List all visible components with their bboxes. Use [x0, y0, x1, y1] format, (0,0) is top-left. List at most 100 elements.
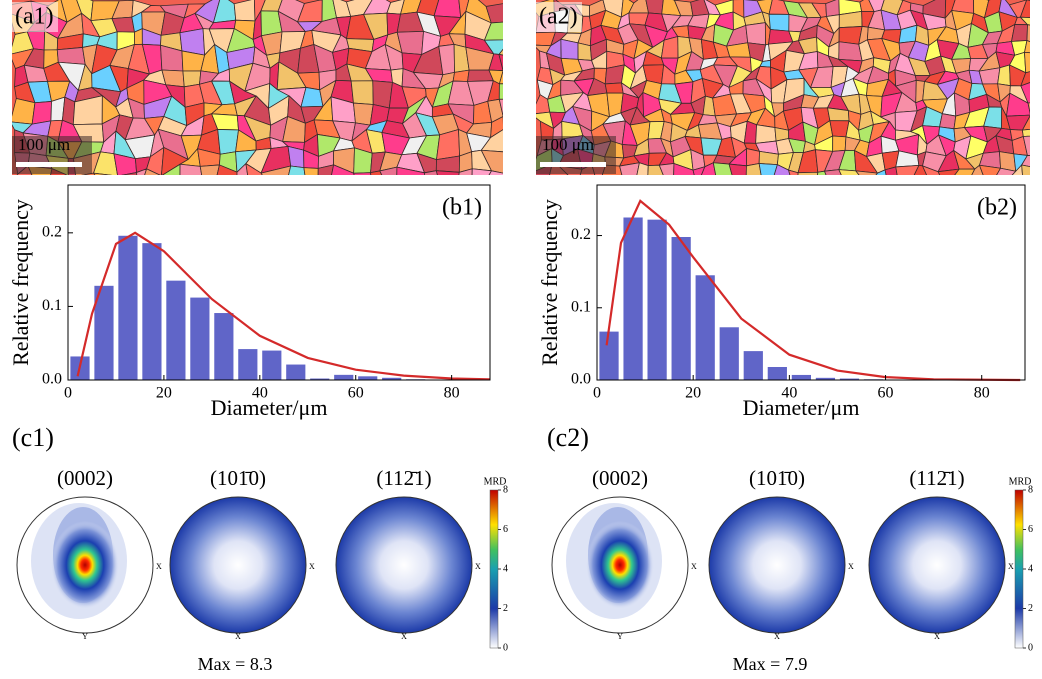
- grain: [1038, 79, 1042, 99]
- grain: [330, 181, 358, 202]
- grain: [503, 116, 521, 131]
- grain: [746, 23, 766, 45]
- pole-axis: X: [401, 632, 407, 641]
- bar: [599, 332, 618, 380]
- chart-title: (b2): [977, 195, 1017, 221]
- pole-axis: X: [156, 562, 162, 571]
- grain: [354, 173, 372, 188]
- grain: [1024, 40, 1042, 53]
- grain: [992, 179, 1014, 195]
- bar: [142, 243, 161, 380]
- grain: [839, 11, 862, 27]
- grain: [436, 171, 459, 192]
- grain: [561, 39, 578, 59]
- pole-axis: X: [934, 632, 940, 641]
- x-tick-label: 60: [878, 385, 894, 402]
- pole-figure: [336, 497, 472, 633]
- grain: [856, 171, 878, 186]
- grain: [758, 179, 778, 196]
- grain: [569, 177, 578, 201]
- colorbar: [490, 490, 498, 648]
- grain: [998, 65, 1011, 86]
- colorbar-tick-label: 8: [503, 484, 508, 495]
- bar: [672, 237, 691, 380]
- grain: [1022, 165, 1041, 187]
- scale-text: 100 μm: [18, 135, 70, 154]
- bar: [118, 236, 137, 380]
- y-axis-label: Relative frequency: [537, 199, 562, 366]
- grain: [67, 176, 81, 190]
- pole-contour: [51, 521, 119, 609]
- grain: [288, 146, 304, 167]
- pole-axis: X: [774, 632, 780, 641]
- grain: [499, 172, 524, 193]
- grain: [769, 14, 789, 31]
- pole-figure: [709, 497, 845, 633]
- pole-axis: X: [235, 632, 241, 641]
- grain: [672, 180, 695, 197]
- grain: [499, 84, 524, 100]
- grain: [453, 70, 469, 81]
- y-tick-label: 0.2: [571, 226, 591, 243]
- colorbar-tick-label: 4: [503, 563, 508, 574]
- grain: [899, 180, 918, 196]
- colorbar-tick-label: 8: [1028, 484, 1033, 495]
- grain: [688, 179, 708, 196]
- grain: [268, 186, 286, 202]
- grain: [499, 54, 527, 70]
- x-tick-label: 20: [156, 385, 172, 402]
- grain: [380, 192, 397, 202]
- grain: [825, 177, 848, 201]
- grain: [979, 68, 1000, 84]
- y-tick-label: 0.0: [571, 371, 591, 388]
- x-axis-label: Diameter/μm: [211, 395, 328, 420]
- chart-title: (b1): [442, 195, 482, 221]
- colorbar-tick-label: 6: [1028, 524, 1033, 535]
- bar: [358, 376, 377, 380]
- x-axis-label: Diameter/μm: [743, 395, 860, 420]
- grain: [197, 190, 222, 207]
- grain: [499, 186, 516, 206]
- grain: [635, 181, 647, 199]
- grain: [700, 179, 722, 192]
- x-tick-label: 20: [685, 385, 701, 402]
- grain: [113, 181, 137, 206]
- grain: [951, 179, 970, 198]
- colorbar-tick-label: 0: [503, 642, 508, 653]
- grain: [142, 183, 169, 210]
- colorbar-tick-label: 2: [503, 603, 508, 614]
- grain: [833, 136, 846, 151]
- grain: [200, 165, 219, 191]
- grain: [504, 149, 524, 174]
- y-axis-label: Relative frequency: [8, 199, 33, 366]
- grain: [1024, 52, 1042, 72]
- grain-map: [5, 0, 527, 211]
- grain: [482, 186, 506, 206]
- pole-panel-label: (c2): [547, 423, 589, 452]
- map-label: (a1): [15, 4, 54, 30]
- grain: [1023, 184, 1042, 194]
- grain: [434, 0, 461, 18]
- grain: [573, 180, 597, 200]
- grain: [1011, 25, 1027, 42]
- x-tick-label: 60: [348, 385, 364, 402]
- pole-title: (0002): [592, 466, 648, 490]
- bar: [334, 375, 353, 380]
- grain: [57, 47, 85, 64]
- grain: [928, 178, 944, 198]
- grain: [1038, 66, 1042, 84]
- pole-figure: [170, 497, 306, 633]
- grain: [180, 191, 205, 207]
- y-tick-label: 0.2: [42, 224, 62, 241]
- grain: [619, 183, 637, 200]
- grain: [597, 180, 604, 196]
- grain: [1028, 100, 1042, 115]
- pole-title: (112̄1): [909, 466, 964, 490]
- grain: [506, 0, 521, 22]
- grain: [245, 186, 269, 202]
- scale-text: 100 μm: [542, 135, 594, 154]
- colorbar-tick-label: 4: [1028, 563, 1033, 574]
- bar: [696, 275, 715, 380]
- bar: [166, 281, 185, 380]
- x-tick-label: 0: [64, 385, 72, 402]
